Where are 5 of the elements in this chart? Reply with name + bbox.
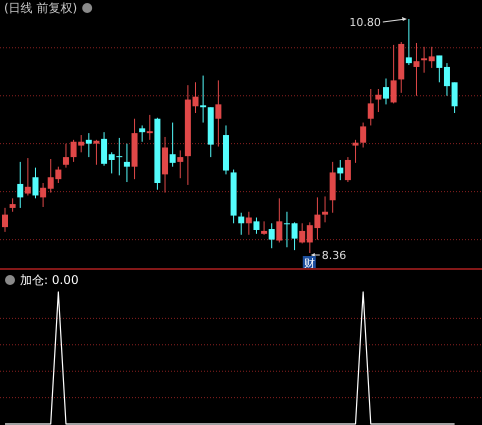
annotation: 10.80 <box>349 16 381 29</box>
annotation: 10.80 <box>349 16 407 29</box>
chart-title: 加仓: 0.00 <box>20 273 79 287</box>
chart-title: (日线 前复权) <box>4 1 78 15</box>
annotation: 8.36 <box>322 249 346 262</box>
